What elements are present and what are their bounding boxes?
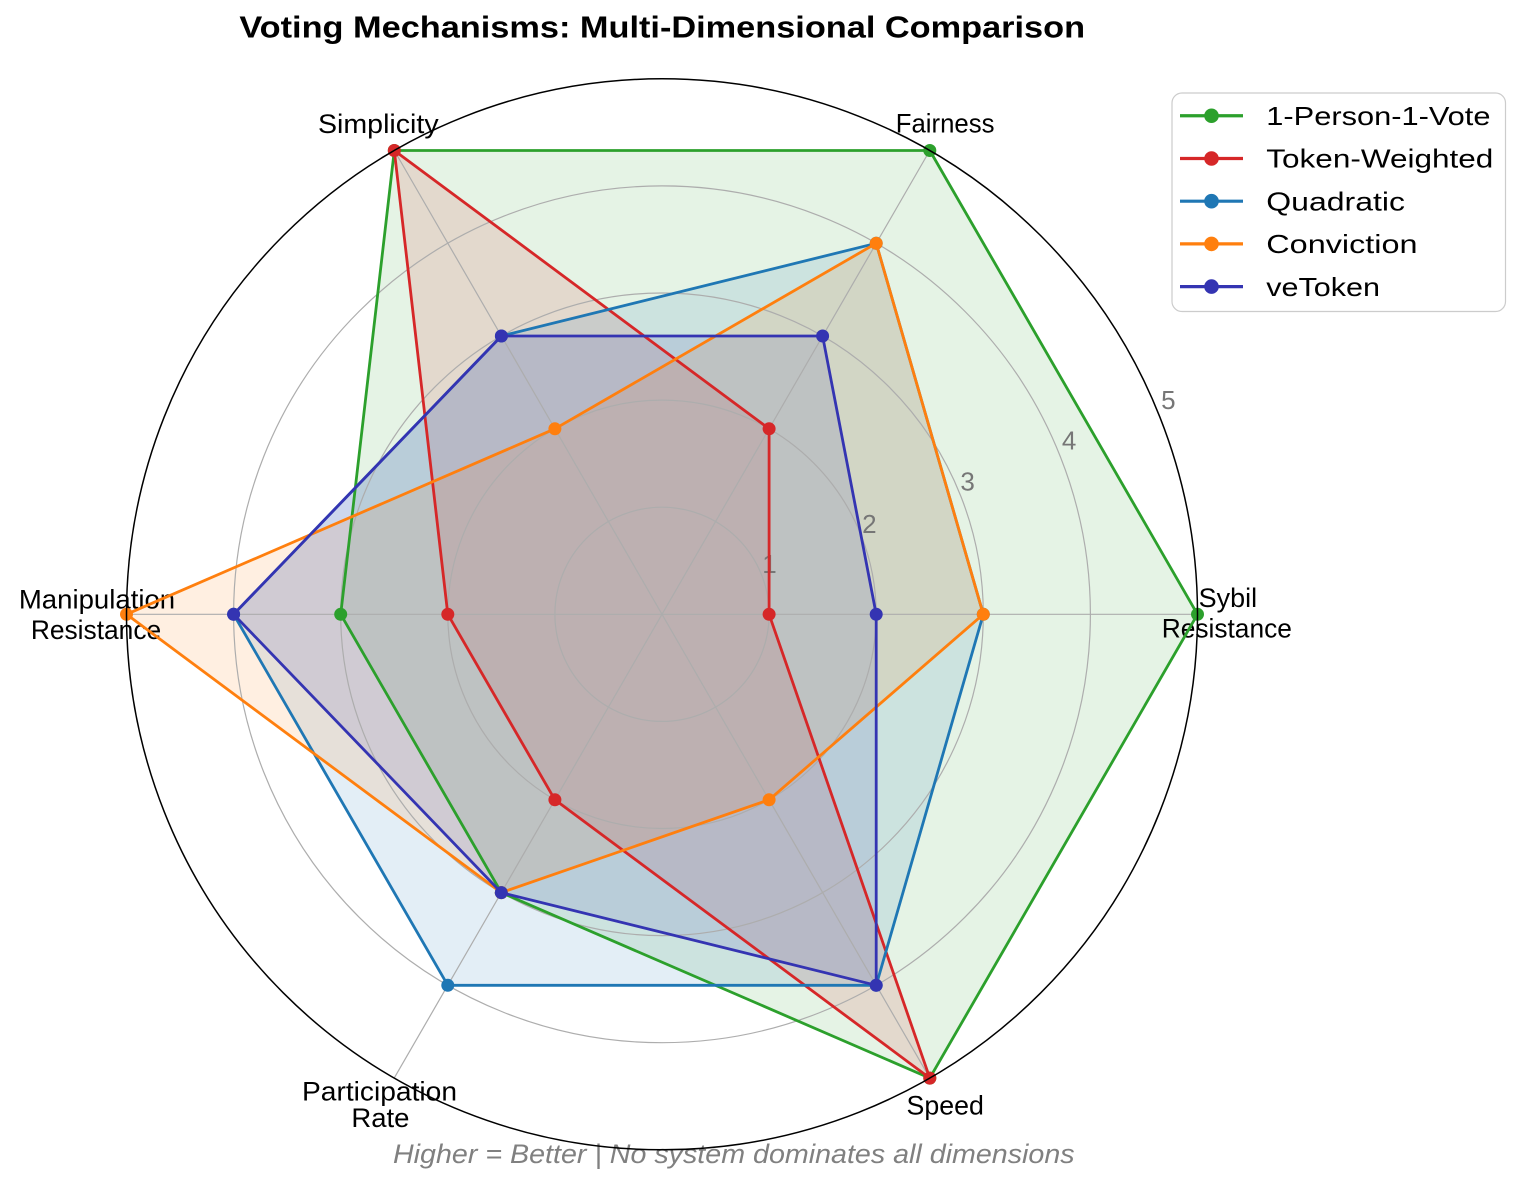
svg-text:Resistance: Resistance (1162, 613, 1292, 643)
svg-text:Participation: Participation (302, 1077, 457, 1107)
svg-text:Quadratic: Quadratic (1266, 188, 1405, 216)
svg-text:Sybil: Sybil (1199, 583, 1257, 613)
svg-text:veToken: veToken (1266, 274, 1380, 302)
svg-text:Simplicity: Simplicity (318, 109, 439, 139)
svg-text:5: 5 (1161, 385, 1175, 415)
svg-text:4: 4 (1062, 426, 1076, 456)
svg-text:Higher = Better | No system do: Higher = Better | No system dominates al… (393, 1139, 1075, 1169)
svg-text:1-Person-1-Vote: 1-Person-1-Vote (1266, 103, 1490, 131)
svg-text:3: 3 (960, 467, 974, 497)
svg-text:Voting Mechanisms: Multi-Dimen: Voting Mechanisms: Multi-Dimensional Com… (239, 11, 1085, 44)
svg-text:Resistance: Resistance (31, 615, 161, 645)
svg-text:Speed: Speed (907, 1090, 984, 1120)
svg-text:Manipulation: Manipulation (19, 584, 175, 614)
svg-text:Fairness: Fairness (896, 109, 995, 139)
svg-text:Token-Weighted: Token-Weighted (1266, 146, 1493, 174)
svg-text:Rate: Rate (351, 1103, 409, 1133)
svg-text:Conviction: Conviction (1266, 231, 1417, 259)
svg-text:2: 2 (862, 509, 876, 539)
